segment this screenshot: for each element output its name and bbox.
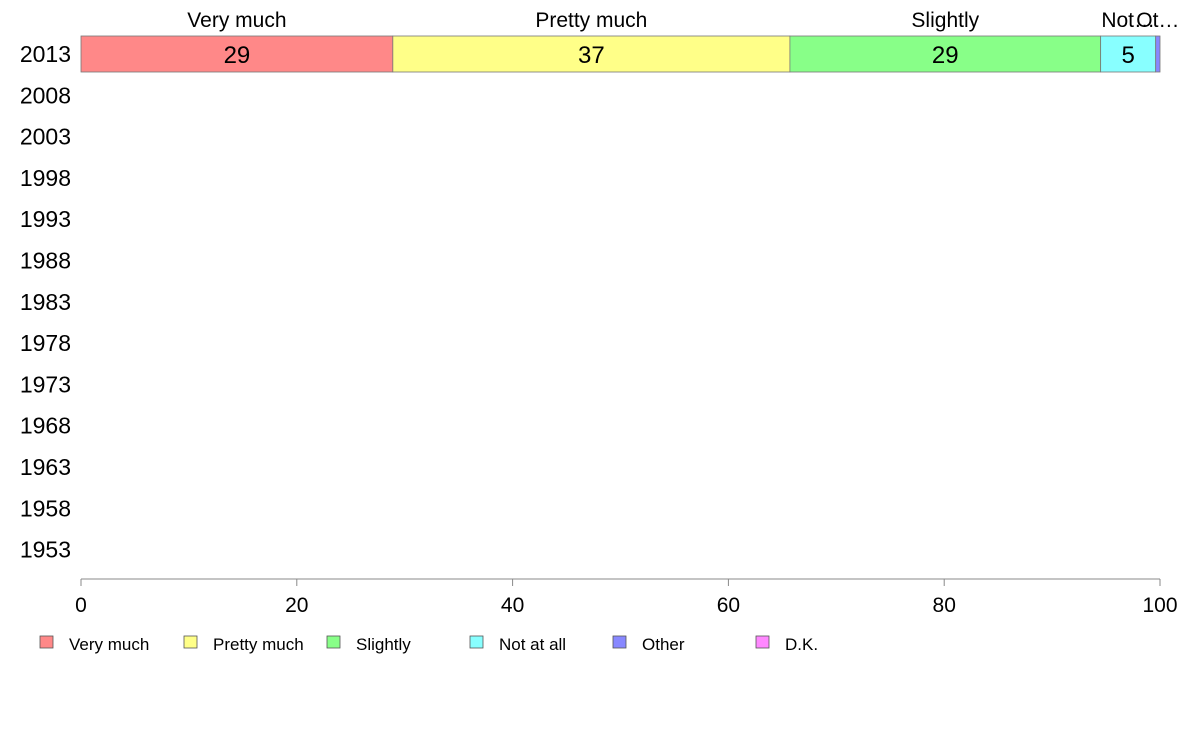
y-tick-label: 1958 [20, 495, 71, 521]
bars-group: 29 37 29 5 [80, 35, 1161, 73]
bar-segment [1155, 35, 1161, 73]
legend-label: Not at all [499, 635, 566, 654]
legend-swatch [183, 635, 198, 649]
legend-label: D.K. [785, 635, 818, 654]
top-labels-group: Very much Pretty much Slightly Not…Ot… [187, 9, 1179, 32]
top-segment-label: Ot… [1136, 9, 1179, 32]
legend-label: Slightly [356, 635, 411, 654]
legend-swatch [39, 635, 54, 649]
y-tick-label: 1993 [20, 206, 71, 232]
x-tick-label: 60 [717, 594, 740, 617]
x-tick-label: 40 [501, 594, 524, 617]
data-label: 5 [1121, 42, 1134, 69]
y-tick-label: 1963 [20, 454, 71, 480]
legend-swatch [755, 635, 770, 649]
y-tick-label: 2013 [20, 41, 71, 67]
legend-swatch [326, 635, 341, 649]
y-tick-label: 2008 [20, 82, 71, 108]
x-tick-label: 0 [75, 594, 87, 617]
x-tick-label: 20 [285, 594, 308, 617]
y-tick-label: 1988 [20, 248, 71, 274]
legend-label: Very much [69, 635, 149, 654]
top-segment-label: Not… [1101, 9, 1155, 32]
x-axis: 0 20 40 60 80 100 [75, 578, 1178, 617]
y-tick-label: 1998 [20, 165, 71, 191]
y-tick-label: 1983 [20, 289, 71, 315]
y-tick-label: 1978 [20, 330, 71, 356]
y-axis-labels-group: 2013 2008 2003 1998 1993 1988 1983 1978 1973 1968… [20, 41, 71, 563]
y-tick-label: 1973 [20, 371, 71, 397]
x-tick-label: 80 [933, 594, 956, 617]
data-label: 37 [578, 42, 605, 69]
bar-segment [392, 35, 791, 73]
y-tick-label: 1953 [20, 537, 71, 563]
top-segment-label: Pretty much [535, 9, 647, 32]
data-label: 29 [932, 42, 959, 69]
legend: Very much Pretty much Slightly Not at all Ot… [39, 635, 818, 654]
top-segment-label: Very much [187, 9, 286, 32]
x-tick-label: 100 [1142, 594, 1177, 617]
y-tick-label: 1968 [20, 413, 71, 439]
legend-label: Other [642, 635, 685, 654]
legend-swatch [612, 635, 627, 649]
data-label: 29 [224, 42, 251, 69]
y-tick-label: 2003 [20, 124, 71, 150]
legend-label: Pretty much [213, 635, 304, 654]
legend-swatch [469, 635, 484, 649]
top-segment-label: Slightly [911, 9, 979, 32]
